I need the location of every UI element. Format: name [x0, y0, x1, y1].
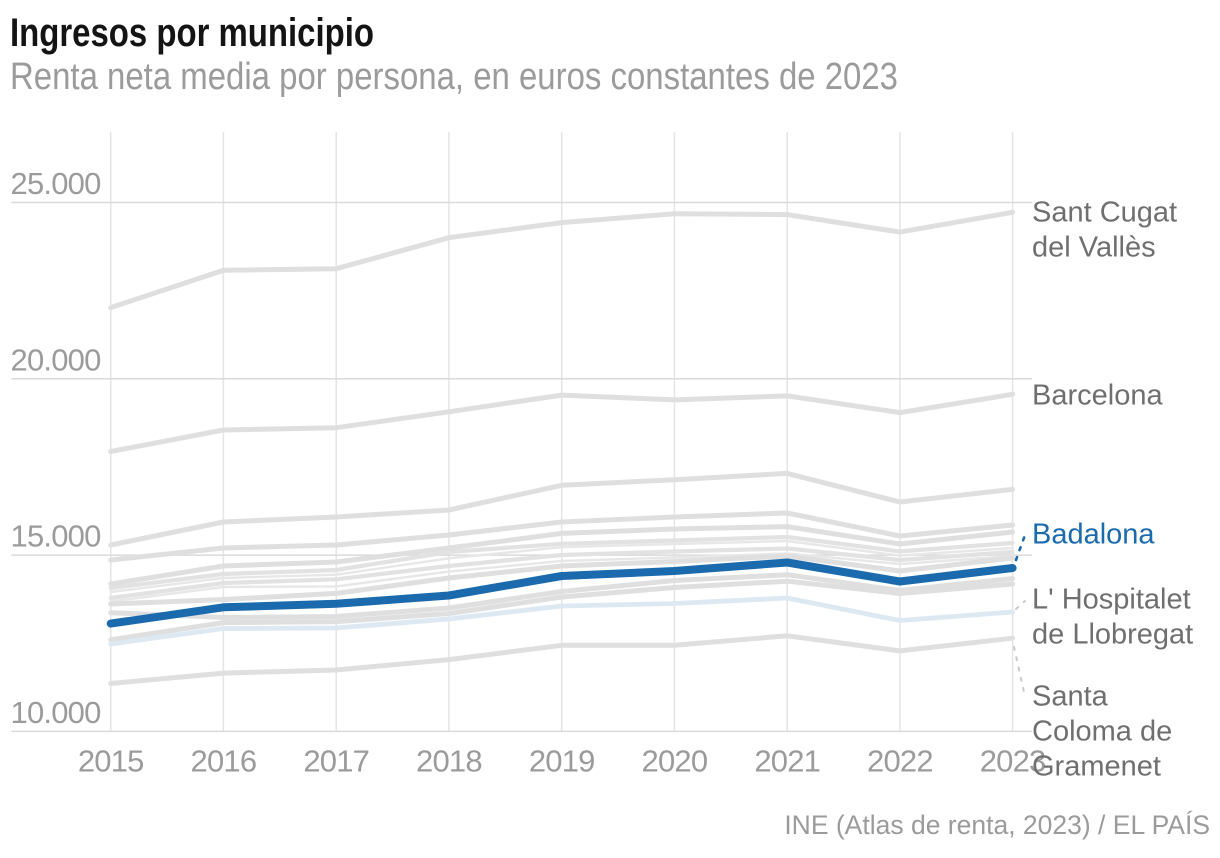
- svg-text:2016: 2016: [191, 743, 257, 778]
- svg-text:Santa: Santa: [1032, 681, 1109, 713]
- svg-text:2019: 2019: [529, 743, 595, 778]
- svg-text:2022: 2022: [867, 743, 933, 778]
- svg-text:del Vallès: del Vallès: [1032, 232, 1156, 264]
- svg-text:Renta neta media por persona,: Renta neta media por persona, en euros c…: [10, 56, 898, 98]
- svg-text:Coloma de: Coloma de: [1032, 716, 1172, 748]
- svg-text:2018: 2018: [416, 743, 482, 778]
- svg-text:2015: 2015: [78, 743, 144, 778]
- svg-text:INE (Atlas de renta, 2023) / E: INE (Atlas de renta, 2023) / EL PAÍS: [784, 810, 1210, 840]
- svg-text:15.000: 15.000: [11, 519, 102, 554]
- svg-text:2023: 2023: [980, 743, 1046, 778]
- svg-text:Sant Cugat: Sant Cugat: [1032, 197, 1177, 229]
- svg-text:Gramenet: Gramenet: [1032, 751, 1161, 783]
- svg-text:Barcelona: Barcelona: [1032, 379, 1163, 411]
- svg-text:Ingresos por municipio: Ingresos por municipio: [10, 11, 374, 55]
- svg-text:de Llobregat: de Llobregat: [1032, 619, 1193, 651]
- svg-text:2020: 2020: [642, 743, 708, 778]
- svg-text:L' Hospitalet: L' Hospitalet: [1032, 584, 1191, 616]
- svg-text:2017: 2017: [303, 743, 369, 778]
- svg-text:25.000: 25.000: [11, 166, 102, 201]
- svg-text:2021: 2021: [754, 743, 820, 778]
- svg-text:20.000: 20.000: [11, 342, 102, 377]
- svg-text:Badalona: Badalona: [1032, 519, 1155, 551]
- svg-text:10.000: 10.000: [11, 695, 102, 730]
